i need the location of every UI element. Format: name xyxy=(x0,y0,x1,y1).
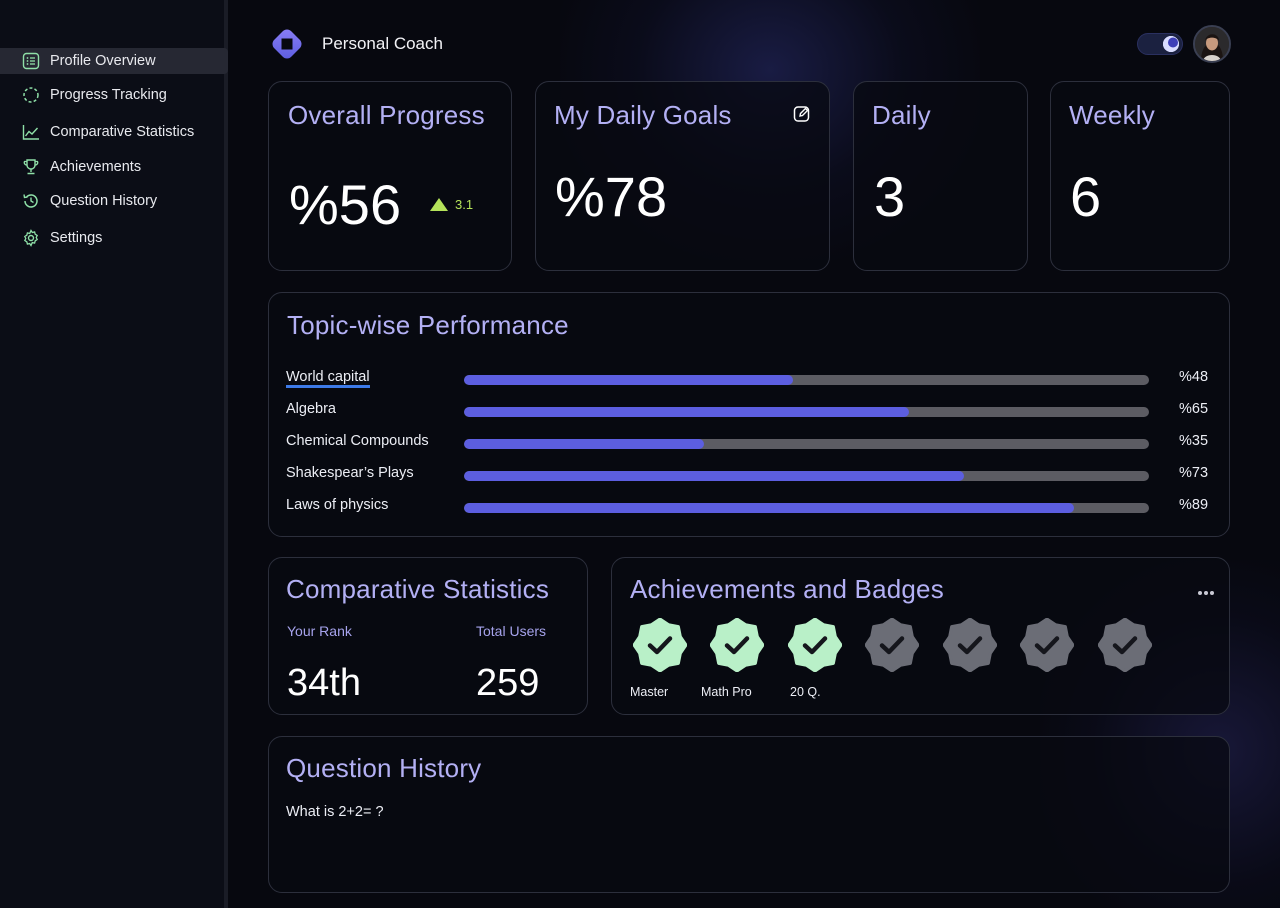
daily-card: Daily 3 xyxy=(853,81,1028,271)
daily-goals-card: My Daily Goals %78 xyxy=(535,81,830,271)
avatar[interactable] xyxy=(1193,25,1231,63)
more-icon[interactable] xyxy=(1196,585,1216,595)
card-title: Weekly xyxy=(1069,100,1155,130)
progress-bar-fill xyxy=(464,439,704,449)
badge-earned-icon[interactable] xyxy=(709,617,765,673)
badge-label: 20 Q. xyxy=(790,685,821,699)
badge-locked-icon[interactable] xyxy=(942,617,998,673)
sidebar-item-label: Settings xyxy=(50,230,103,246)
sidebar-item-label: Profile Overview xyxy=(50,53,156,69)
topic-row: Chemical Compounds %35 xyxy=(286,433,1211,453)
topic-label[interactable]: Laws of physics xyxy=(286,497,389,513)
comparative-statistics-card: Comparative Statistics Your Rank 34th To… xyxy=(268,557,588,715)
card-title: Overall Progress xyxy=(288,100,485,130)
sidebar-item-question-history[interactable]: Question History xyxy=(0,188,228,214)
badge-label: Master xyxy=(630,685,669,699)
weekly-card: Weekly 6 xyxy=(1050,81,1230,271)
badge-locked-icon[interactable] xyxy=(1019,617,1075,673)
question-history-card: Question History What is 2+2= ? xyxy=(268,736,1230,893)
question-item[interactable]: What is 2+2= ? xyxy=(286,804,384,820)
topic-label[interactable]: World capital xyxy=(286,369,370,388)
topic-percent: %35 xyxy=(1179,433,1209,449)
trend-indicator: 3.1 xyxy=(430,197,473,212)
card-title: My Daily Goals xyxy=(554,100,732,130)
card-title: Topic-wise Performance xyxy=(287,310,569,340)
app-logo xyxy=(268,25,306,63)
total-users-label: Total Users xyxy=(476,623,547,639)
app-title: Personal Coach xyxy=(322,34,443,53)
topic-label[interactable]: Shakespear’s Plays xyxy=(286,465,414,481)
progress-bar-fill xyxy=(464,407,910,417)
sidebar-item-progress-tracking[interactable]: Progress Tracking xyxy=(0,82,228,108)
daily-goals-value: %78 xyxy=(555,165,668,228)
topic-row: Laws of physics %89 xyxy=(286,497,1211,517)
history-icon xyxy=(22,192,40,210)
topic-row: Shakespear’s Plays %73 xyxy=(286,465,1211,485)
sidebar-item-label: Achievements xyxy=(50,159,142,175)
sidebar: Profile Overview Progress Tracking Compa… xyxy=(0,0,228,908)
topic-performance-card: Topic-wise Performance World capital %48… xyxy=(268,292,1230,537)
list-icon xyxy=(22,52,40,70)
sidebar-item-comparative-statistics[interactable]: Comparative Statistics xyxy=(0,119,228,145)
progress-bar-fill xyxy=(464,471,965,481)
sidebar-item-profile-overview[interactable]: Profile Overview xyxy=(0,48,228,74)
overall-progress-card: Overall Progress %56 3.1 xyxy=(268,81,512,271)
trend-value: 3.1 xyxy=(455,197,474,212)
topic-percent: %89 xyxy=(1179,497,1209,513)
sidebar-item-achievements[interactable]: Achievements xyxy=(0,154,228,180)
sidebar-item-settings[interactable]: Settings xyxy=(0,225,228,251)
badge-label: Math Pro xyxy=(701,685,752,699)
theme-toggle[interactable] xyxy=(1137,33,1183,55)
topic-percent: %73 xyxy=(1179,465,1209,481)
topic-row: World capital %48 xyxy=(286,369,1211,389)
trophy-icon xyxy=(22,158,40,176)
total-users-value: 259 xyxy=(476,662,540,704)
progress-bar xyxy=(464,503,1149,513)
edit-icon[interactable] xyxy=(792,104,812,124)
badge-locked-icon[interactable] xyxy=(864,617,920,673)
progress-bar-fill xyxy=(464,375,793,385)
topic-percent: %48 xyxy=(1179,369,1209,385)
topic-label[interactable]: Algebra xyxy=(286,401,336,417)
achievements-card: Achievements and Badges Master Math Pro … xyxy=(611,557,1230,715)
card-title: Question History xyxy=(286,753,482,783)
topic-row: Algebra %65 xyxy=(286,401,1211,421)
progress-circle-icon xyxy=(22,86,40,104)
rank-label: Your Rank xyxy=(287,623,352,639)
progress-bar-fill xyxy=(464,503,1074,513)
weekly-value: 6 xyxy=(1070,165,1102,228)
progress-bar xyxy=(464,471,1149,481)
progress-bar xyxy=(464,375,1149,385)
card-title: Comparative Statistics xyxy=(286,574,550,604)
rank-value: 34th xyxy=(287,662,361,704)
moon-icon xyxy=(1163,36,1179,52)
chart-line-icon xyxy=(22,123,40,141)
gear-icon xyxy=(22,229,40,247)
trend-up-icon xyxy=(430,198,448,211)
progress-bar xyxy=(464,407,1149,417)
badge-earned-icon[interactable] xyxy=(632,617,688,673)
badge-locked-icon[interactable] xyxy=(1097,617,1153,673)
overall-progress-value: %56 xyxy=(289,173,402,236)
badge-earned-icon[interactable] xyxy=(787,617,843,673)
sidebar-item-label: Progress Tracking xyxy=(50,87,167,103)
card-title: Daily xyxy=(872,100,931,130)
topic-percent: %65 xyxy=(1179,401,1209,417)
sidebar-item-label: Question History xyxy=(50,193,158,209)
card-title: Achievements and Badges xyxy=(630,574,944,604)
daily-value: 3 xyxy=(874,165,906,228)
topic-label[interactable]: Chemical Compounds xyxy=(286,433,429,449)
progress-bar xyxy=(464,439,1149,449)
sidebar-item-label: Comparative Statistics xyxy=(50,124,195,140)
